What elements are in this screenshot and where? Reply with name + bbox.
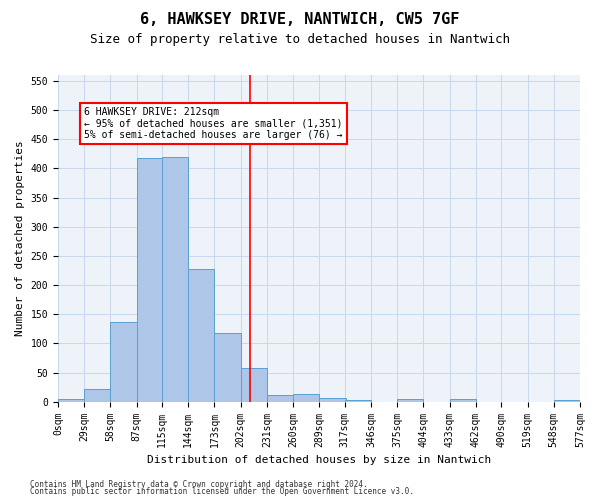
- Bar: [319, 398, 346, 402]
- Bar: [214, 334, 241, 402]
- X-axis label: Distribution of detached houses by size in Nantwich: Distribution of detached houses by size …: [147, 455, 491, 465]
- Bar: [450, 400, 476, 402]
- Bar: [188, 270, 214, 402]
- Bar: [345, 400, 371, 402]
- Text: 6, HAWKSEY DRIVE, NANTWICH, CW5 7GF: 6, HAWKSEY DRIVE, NANTWICH, CW5 7GF: [140, 12, 460, 28]
- Bar: [137, 158, 163, 402]
- Text: 6 HAWKSEY DRIVE: 212sqm
← 95% of detached houses are smaller (1,351)
5% of semi-: 6 HAWKSEY DRIVE: 212sqm ← 95% of detache…: [84, 107, 343, 140]
- Text: Contains public sector information licensed under the Open Government Licence v3: Contains public sector information licen…: [30, 487, 414, 496]
- Bar: [293, 394, 319, 402]
- Bar: [162, 156, 188, 402]
- Bar: [241, 368, 267, 402]
- Bar: [84, 389, 110, 402]
- Bar: [110, 322, 137, 402]
- Bar: [397, 399, 424, 402]
- Bar: [554, 400, 580, 402]
- Y-axis label: Number of detached properties: Number of detached properties: [15, 140, 25, 336]
- Bar: [267, 394, 293, 402]
- Text: Size of property relative to detached houses in Nantwich: Size of property relative to detached ho…: [90, 32, 510, 46]
- Text: Contains HM Land Registry data © Crown copyright and database right 2024.: Contains HM Land Registry data © Crown c…: [30, 480, 368, 489]
- Bar: [58, 399, 84, 402]
